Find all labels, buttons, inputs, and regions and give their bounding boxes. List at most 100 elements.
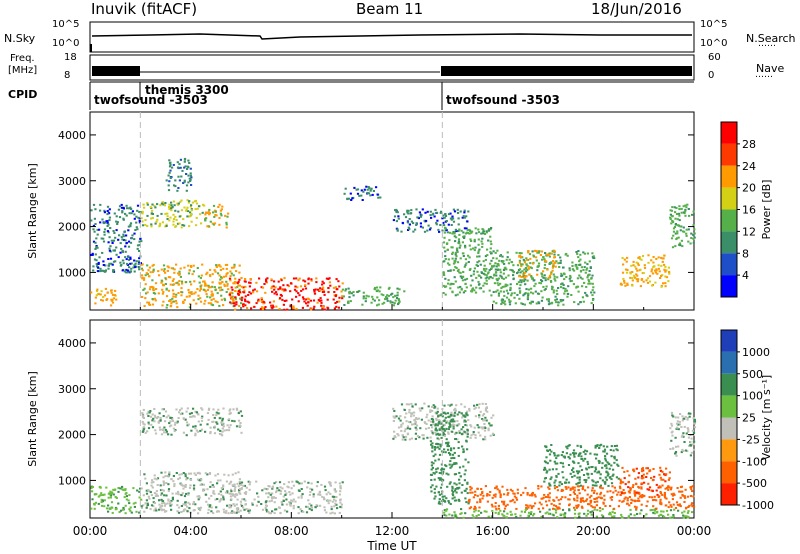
data-cell bbox=[650, 268, 654, 271]
data-cell bbox=[540, 250, 544, 253]
data-cell bbox=[584, 449, 587, 452]
data-cell bbox=[487, 239, 490, 242]
data-cell bbox=[147, 423, 150, 426]
data-cell bbox=[590, 494, 593, 497]
data-cell bbox=[692, 224, 695, 227]
data-cell bbox=[626, 256, 629, 259]
data-cell bbox=[664, 275, 667, 278]
data-cell bbox=[190, 176, 193, 179]
data-cell bbox=[297, 496, 300, 499]
data-cell bbox=[158, 412, 161, 415]
data-cell bbox=[437, 502, 440, 505]
data-cell bbox=[609, 496, 612, 499]
data-cell bbox=[552, 514, 555, 517]
data-cell bbox=[562, 287, 565, 290]
data-cell bbox=[173, 423, 177, 426]
data-cell bbox=[95, 237, 98, 240]
data-cell bbox=[496, 488, 499, 491]
data-cell bbox=[294, 285, 297, 288]
data-cell bbox=[202, 489, 205, 492]
data-cell bbox=[181, 169, 184, 172]
data-cell bbox=[649, 469, 652, 472]
data-cell bbox=[525, 506, 528, 509]
data-cell bbox=[405, 412, 408, 415]
data-cell bbox=[468, 407, 471, 410]
data-cell bbox=[593, 470, 596, 473]
data-cell bbox=[490, 227, 493, 229]
data-cell bbox=[347, 197, 351, 200]
data-cell bbox=[397, 426, 401, 429]
data-cell bbox=[327, 307, 330, 310]
data-cell bbox=[384, 298, 387, 301]
data-cell bbox=[169, 501, 172, 503]
data-cell bbox=[270, 285, 274, 288]
data-cell bbox=[341, 288, 344, 291]
data-cell bbox=[243, 498, 246, 501]
data-cell bbox=[685, 228, 688, 231]
data-cell bbox=[179, 275, 182, 278]
data-cell bbox=[140, 498, 143, 501]
data-cell bbox=[174, 209, 177, 212]
data-cell bbox=[111, 263, 114, 266]
data-cell bbox=[410, 209, 413, 212]
data-cell bbox=[206, 271, 209, 274]
data-cell bbox=[416, 216, 419, 219]
data-cell bbox=[445, 497, 448, 500]
data-cell bbox=[139, 237, 142, 240]
data-cell bbox=[573, 512, 577, 515]
data-cell bbox=[118, 216, 122, 219]
data-cell bbox=[520, 275, 523, 278]
data-cell bbox=[322, 306, 325, 309]
data-cell bbox=[444, 451, 447, 454]
data-cell bbox=[450, 447, 453, 450]
data-cell bbox=[611, 515, 614, 518]
data-cell bbox=[192, 487, 196, 490]
data-cell bbox=[540, 515, 543, 518]
data-cell bbox=[490, 243, 493, 246]
data-cell bbox=[125, 242, 128, 244]
data-cell bbox=[430, 426, 434, 429]
x-tick-label: 00:00 bbox=[677, 524, 712, 538]
data-cell bbox=[231, 510, 234, 513]
data-cell bbox=[271, 307, 274, 310]
data-cell bbox=[144, 477, 147, 480]
data-cell bbox=[490, 294, 493, 297]
data-cell bbox=[453, 451, 456, 454]
data-cell bbox=[311, 488, 314, 491]
data-cell bbox=[378, 299, 381, 302]
data-cell bbox=[438, 421, 441, 423]
data-cell bbox=[456, 270, 460, 272]
data-cell bbox=[548, 499, 551, 502]
data-cell bbox=[586, 512, 589, 515]
data-cell bbox=[599, 486, 602, 489]
data-cell bbox=[106, 225, 109, 227]
data-cell bbox=[100, 492, 103, 495]
data-cell bbox=[595, 457, 598, 460]
data-cell bbox=[349, 300, 352, 303]
data-cell bbox=[503, 262, 506, 265]
data-cell bbox=[506, 284, 509, 287]
data-cell bbox=[256, 290, 259, 293]
data-cell bbox=[569, 280, 572, 283]
data-cell bbox=[543, 274, 546, 277]
data-cell bbox=[442, 241, 446, 244]
data-cell bbox=[125, 204, 128, 207]
data-cell bbox=[495, 274, 498, 277]
data-cell bbox=[591, 489, 594, 492]
data-cell bbox=[667, 266, 670, 269]
data-cell bbox=[299, 508, 302, 511]
y-axis-title: Slant Range [km] bbox=[26, 163, 39, 259]
data-cell bbox=[182, 182, 185, 184]
data-cell bbox=[184, 483, 187, 486]
data-cell bbox=[108, 216, 111, 219]
data-cell bbox=[690, 437, 693, 440]
data-cell bbox=[538, 281, 541, 284]
data-cell bbox=[420, 418, 423, 421]
data-cell bbox=[511, 489, 514, 492]
data-cell bbox=[658, 270, 661, 273]
data-cell bbox=[376, 193, 379, 196]
data-cell bbox=[113, 232, 116, 234]
data-cell bbox=[305, 302, 308, 305]
data-cell bbox=[492, 414, 495, 417]
nave-dots: …… bbox=[755, 70, 773, 80]
